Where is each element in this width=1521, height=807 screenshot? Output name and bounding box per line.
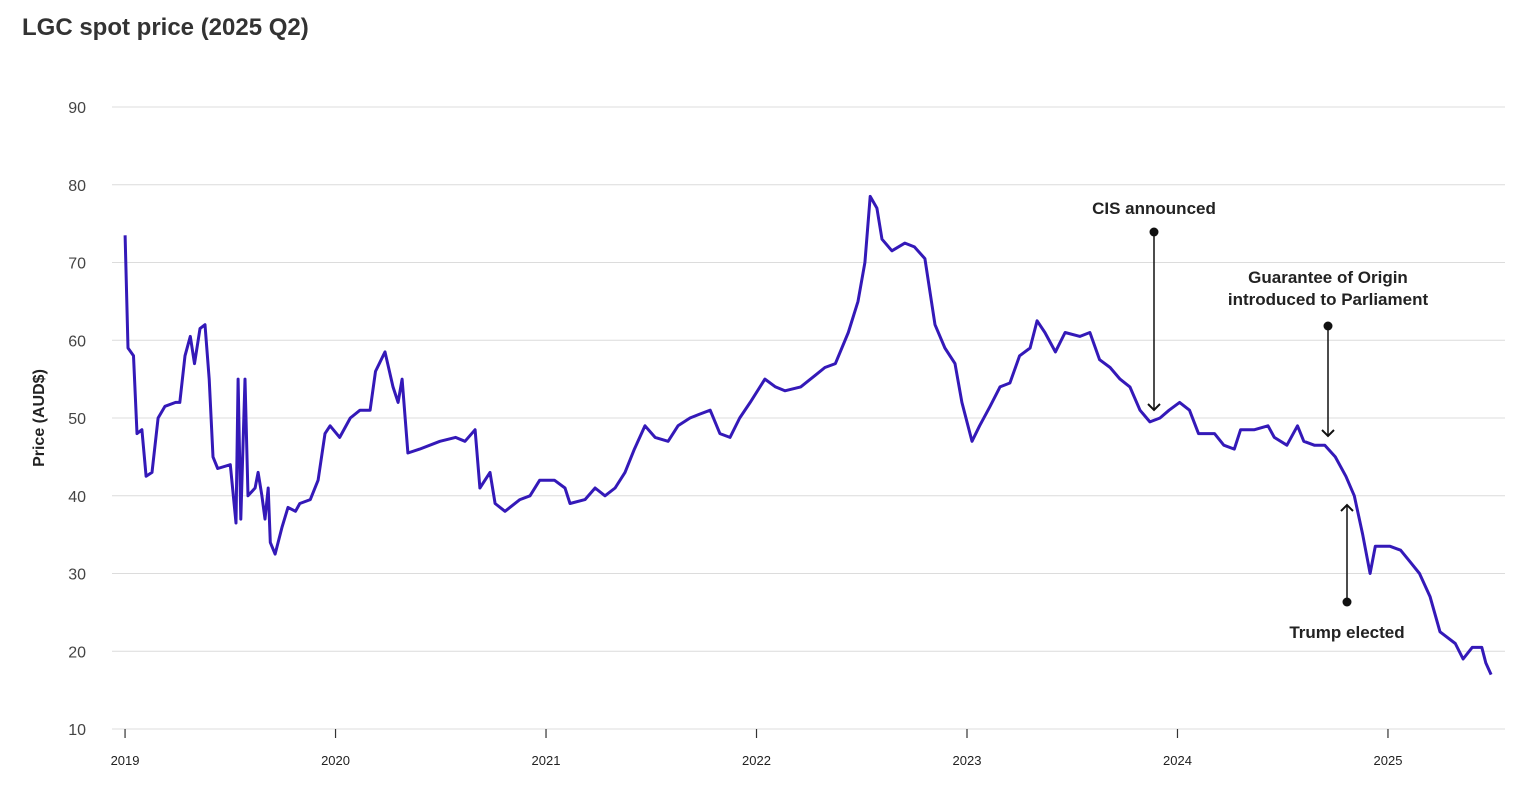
x-tick-label: 2020: [321, 753, 350, 768]
data-line: [123, 194, 1493, 676]
x-tick-label: 2021: [532, 753, 561, 768]
x-tick-label: 2022: [742, 753, 771, 768]
x-tick-label: 2024: [1163, 753, 1192, 768]
y-tick-label: 70: [68, 256, 86, 273]
y-tick-label: 30: [68, 567, 86, 584]
y-tick-label: 90: [68, 100, 86, 117]
y-tick-label: 80: [68, 178, 86, 195]
x-tick-label: 2025: [1374, 753, 1403, 768]
annotation: Guarantee of Origin introduced to Parlia…: [1227, 268, 1429, 309]
y-tick-label: 50: [68, 411, 86, 428]
y-tick-label: 20: [68, 644, 86, 661]
y-tick-label: 60: [68, 333, 86, 350]
x-tick-label: 2023: [953, 753, 982, 768]
chart-title: LGC spot price (2025 Q2): [22, 14, 309, 41]
x-tick-label: 2019: [111, 753, 140, 768]
annotation: CIS announced: [1092, 199, 1216, 218]
y-axis-label: Price (AUD$): [31, 369, 48, 467]
y-tick-label: 10: [68, 722, 86, 739]
y-tick-label: 40: [68, 489, 86, 506]
annotation: Trump elected: [1289, 623, 1405, 642]
